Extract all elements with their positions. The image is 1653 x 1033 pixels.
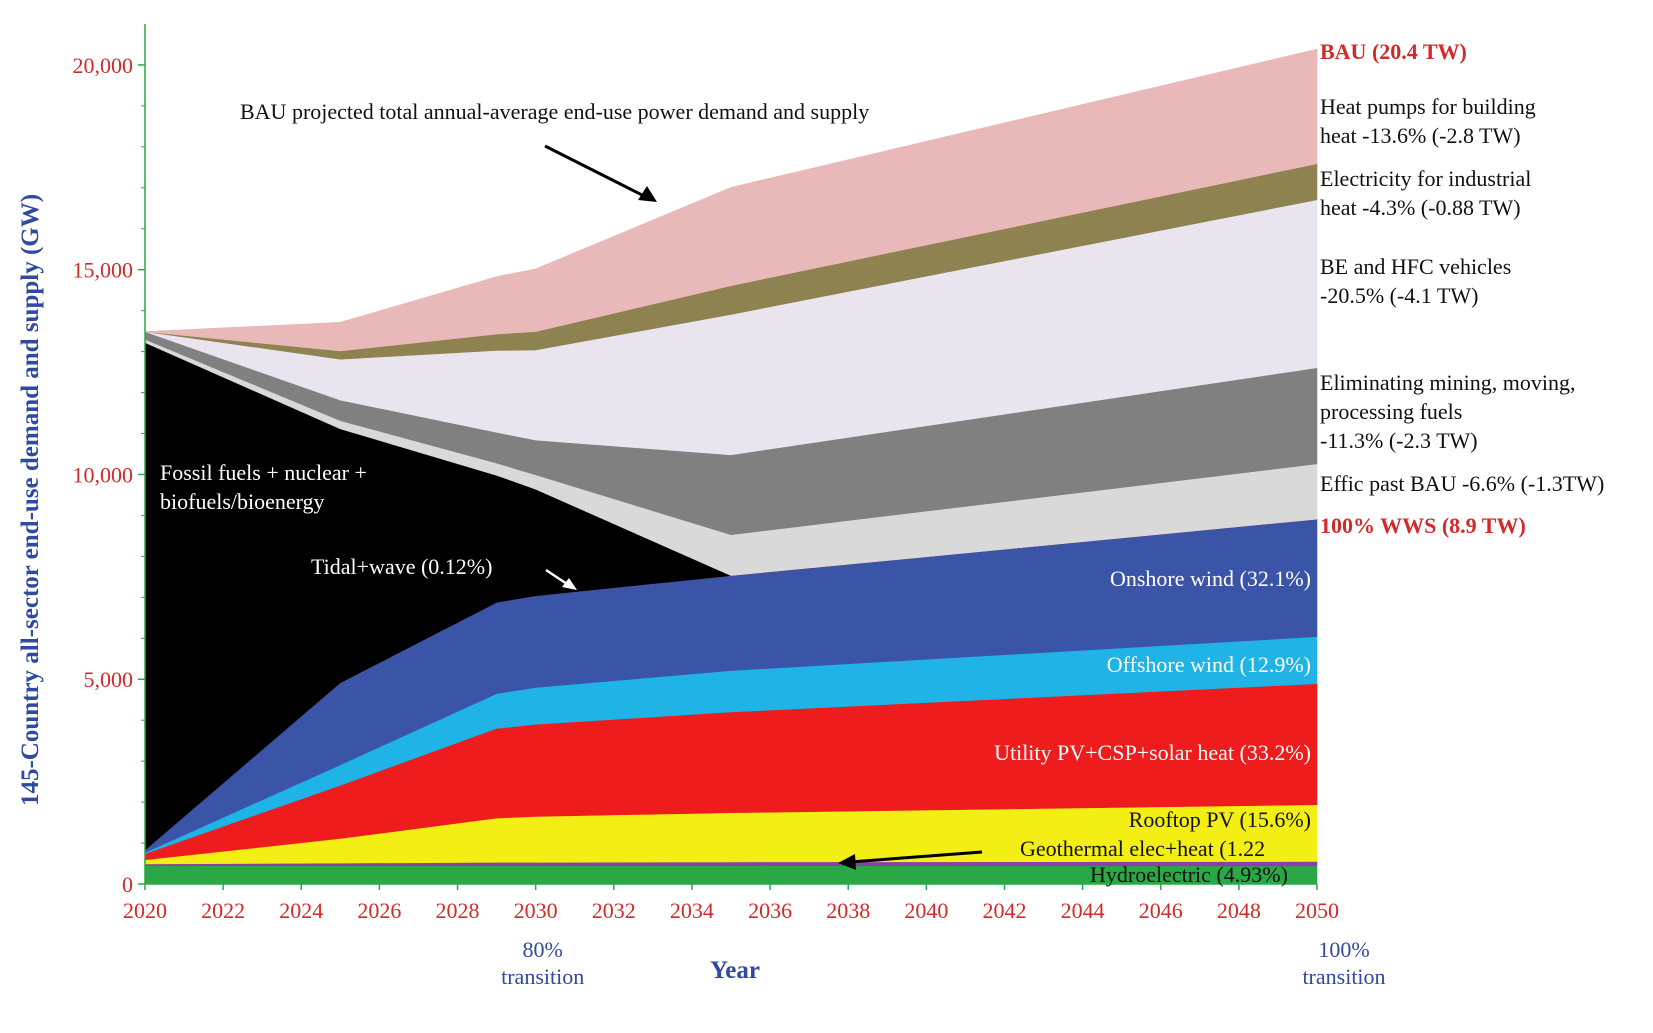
x-tick-label: 2028 [436, 898, 480, 923]
x-tick-label: 2036 [748, 898, 792, 923]
x-tick-label: 2044 [1061, 898, 1105, 923]
industrial-label-2: heat -4.3% (-0.88 TW) [1320, 195, 1521, 220]
y-tick-label: 20,000 [73, 53, 134, 78]
bau-arrow-label: BAU projected total annual-average end-u… [240, 99, 869, 124]
fossil-label-line1: Fossil fuels + nuclear + [160, 460, 367, 485]
y-axis-ticks: 0 5,000 10,000 15,000 20,000 [73, 53, 145, 897]
x-tick-label: 2020 [123, 898, 167, 923]
geothermal-arrowhead [838, 854, 856, 870]
x-tick-label: 2024 [279, 898, 323, 923]
bau-arrow [544, 144, 653, 202]
annotation-arrows [544, 144, 983, 870]
x-tick-label: 2042 [982, 898, 1026, 923]
utility-label: Utility PV+CSP+solar heat (33.2%) [994, 740, 1311, 765]
x-tick-label: 2040 [904, 898, 948, 923]
vehicles-label-1: BE and HFC vehicles [1320, 254, 1511, 279]
area-series-group [144, 48, 1318, 885]
effic-label: Effic past BAU -6.6% (-1.3TW) [1320, 471, 1604, 496]
bau-total-label: BAU (20.4 TW) [1320, 39, 1467, 64]
x-axis-ticks: 2020 2022 2024 2026 2028 2030 2032 2034 2036 2038… [123, 884, 1339, 923]
transition-percent: 80% [523, 937, 563, 962]
x-tick-label: 2048 [1217, 898, 1261, 923]
mining-label-3: -11.3% (-2.3 TW) [1320, 428, 1478, 453]
industrial-label-1: Electricity for industrial [1320, 166, 1531, 191]
offshore-label: Offshore wind (12.9%) [1107, 652, 1311, 677]
area-heatpumps [144, 48, 1318, 352]
transition-word: transition [1302, 964, 1385, 989]
mining-label-2: processing fuels [1320, 399, 1462, 424]
x-tick-label: 2030 [514, 898, 558, 923]
wws-label: 100% WWS (8.9 TW) [1320, 513, 1526, 538]
x-tick-label: 2050 [1295, 898, 1339, 923]
x-axis-title: Year [710, 957, 760, 984]
transition-word: transition [501, 964, 584, 989]
onshore-label: Onshore wind (32.1%) [1110, 566, 1311, 591]
tidal-arrowhead [562, 578, 577, 590]
bau-arrowhead [638, 186, 657, 202]
x-tick-label: 2026 [357, 898, 401, 923]
mining-label-1: Eliminating mining, moving, [1320, 370, 1575, 395]
x-tick-label: 2032 [592, 898, 636, 923]
x-tick-label: 2022 [201, 898, 245, 923]
transition-percent: 100% [1318, 937, 1369, 962]
heatpumps-label-1: Heat pumps for building [1320, 94, 1536, 119]
x-tick-label: 2046 [1139, 898, 1183, 923]
fossil-label-line2: biofuels/bioenergy [160, 489, 325, 514]
y-tick-label: 15,000 [73, 258, 134, 283]
tidal-label: Tidal+wave (0.12%) [311, 554, 492, 579]
x-tick-label: 2034 [670, 898, 714, 923]
geothermal-arrow [849, 850, 983, 864]
rooftop-label: Rooftop PV (15.6%) [1129, 807, 1311, 832]
heatpumps-label-2: heat -13.6% (-2.8 TW) [1320, 123, 1521, 148]
y-axis-title: 145-Country all-sector end-use demand an… [17, 194, 44, 806]
y-tick-label: 10,000 [73, 462, 134, 487]
vehicles-label-2: -20.5% (-4.1 TW) [1320, 283, 1478, 308]
hydro-label: Hydroelectric (4.93%) [1090, 862, 1288, 887]
x-tick-label: 2038 [826, 898, 870, 923]
y-tick-label: 5,000 [84, 667, 134, 692]
geothermal-label: Geothermal elec+heat (1.22 [1020, 836, 1265, 861]
y-tick-label: 0 [122, 872, 133, 897]
